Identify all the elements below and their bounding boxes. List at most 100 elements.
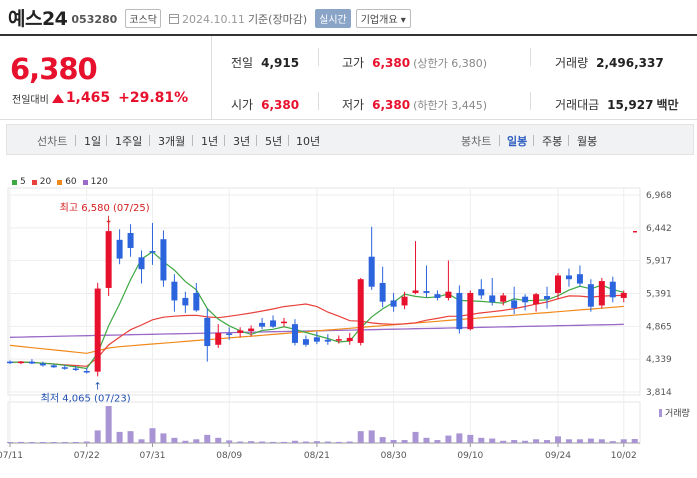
realtime-button[interactable]: 실시간 bbox=[315, 9, 351, 28]
open-stat: 시가 6,380 bbox=[231, 96, 299, 113]
candle-body bbox=[335, 339, 342, 341]
high-arrow-icon: ↓ bbox=[104, 215, 112, 226]
legend-ma60[interactable]: 60 bbox=[57, 177, 77, 187]
monthly-candle-button[interactable]: 월봉 bbox=[577, 135, 598, 148]
volume-bar bbox=[576, 439, 583, 443]
open-label: 시가 bbox=[231, 98, 254, 112]
volume-bar bbox=[445, 435, 452, 443]
upper-limit: (상한가 6,380) bbox=[413, 57, 487, 70]
volume-bar bbox=[138, 439, 145, 443]
change-label: 전일대비 bbox=[12, 94, 49, 106]
volume-bar bbox=[259, 441, 266, 443]
candle-body bbox=[226, 333, 233, 336]
candle-body bbox=[149, 251, 156, 253]
low-value: 6,380 bbox=[372, 98, 411, 112]
y-tick-label: 4,339 bbox=[646, 355, 672, 365]
period-5y-button[interactable]: 5년 bbox=[265, 135, 283, 148]
daily-candle-button[interactable]: 일봉 bbox=[507, 135, 528, 148]
toolbar-divider bbox=[568, 135, 569, 146]
volume-bar bbox=[116, 431, 123, 443]
x-tick-label: 08/30 bbox=[381, 451, 407, 461]
panel-divider bbox=[211, 36, 212, 120]
candle-body bbox=[39, 363, 46, 366]
candle-body bbox=[478, 289, 485, 296]
open-value: 6,380 bbox=[261, 98, 300, 112]
period-1y-button[interactable]: 1년 bbox=[201, 135, 219, 148]
period-1w-button[interactable]: 1주일 bbox=[115, 135, 143, 148]
toolbar-divider bbox=[75, 135, 76, 146]
candle-body bbox=[61, 367, 68, 369]
volume-bar bbox=[522, 440, 529, 443]
period-3m-button[interactable]: 3개월 bbox=[158, 135, 186, 148]
legend-ma5[interactable]: 5 bbox=[12, 177, 26, 187]
volume-bar bbox=[171, 437, 178, 443]
volume-bar bbox=[390, 440, 397, 443]
legend-ma20-label: 20 bbox=[39, 177, 52, 187]
period-3y-button[interactable]: 3년 bbox=[233, 135, 251, 148]
low-annotation: 최저 4,065 (07/23) bbox=[41, 392, 131, 404]
candle-body bbox=[160, 239, 167, 281]
volume-bar bbox=[105, 406, 112, 443]
ma60-line bbox=[9, 305, 624, 354]
candle-body bbox=[511, 300, 518, 308]
candle-body bbox=[467, 292, 474, 330]
period-10y-button[interactable]: 10년 bbox=[296, 135, 321, 148]
volume-bar bbox=[204, 434, 211, 443]
candle-body bbox=[83, 371, 90, 373]
legend-ma120[interactable]: 120 bbox=[82, 177, 108, 187]
volume-bar bbox=[94, 430, 101, 443]
stat-divider bbox=[530, 48, 531, 66]
company-info-dropdown[interactable]: 기업개요 ▾ bbox=[355, 9, 411, 28]
volume-bar bbox=[423, 437, 430, 443]
volume-bar bbox=[313, 441, 320, 443]
candle-body bbox=[423, 291, 430, 293]
price-panel-frame bbox=[7, 187, 641, 396]
candle-body bbox=[390, 300, 397, 307]
y-tick-label: 6,968 bbox=[646, 191, 672, 201]
candle-body bbox=[204, 317, 211, 347]
volume-bar bbox=[587, 438, 594, 443]
x-tick-label: 09/24 bbox=[545, 451, 571, 461]
candle-body bbox=[412, 290, 419, 293]
high-value: 6,380 bbox=[372, 56, 411, 70]
toolbar-divider bbox=[288, 135, 289, 146]
candle-body bbox=[28, 361, 35, 364]
high-annotation: 최고 6,580 (07/25) bbox=[60, 202, 150, 214]
candle-body bbox=[620, 292, 627, 298]
amount-stat: 거래대금 15,927 백만 bbox=[555, 96, 679, 113]
stat-divider bbox=[318, 92, 319, 110]
volume-bar bbox=[127, 431, 134, 443]
period-1d-button[interactable]: 1일 bbox=[84, 135, 102, 148]
candle-body bbox=[116, 239, 123, 259]
price-panel: 6,380 전일대비 1,465 +29.81% 전일 4,915 고가 6,3… bbox=[0, 36, 697, 120]
candle-body bbox=[587, 284, 594, 307]
candle-body bbox=[555, 275, 561, 293]
toolbar-divider bbox=[256, 135, 257, 146]
y-tick-label: 4,865 bbox=[646, 322, 672, 332]
stock-code: 053280 bbox=[71, 12, 118, 26]
weekly-candle-button[interactable]: 주봉 bbox=[542, 135, 563, 148]
volume-bar bbox=[379, 437, 386, 443]
up-arrow-icon bbox=[51, 93, 64, 103]
x-tick-label: 07/11 bbox=[0, 451, 23, 461]
volume-bar bbox=[39, 442, 46, 443]
ma20-swatch bbox=[31, 179, 37, 185]
change-percent: +29.81% bbox=[118, 90, 189, 106]
chart-legend: 5 20 60 120 bbox=[12, 177, 114, 187]
toolbar-divider bbox=[192, 135, 193, 146]
volume-bar bbox=[72, 442, 79, 443]
volume-bar bbox=[291, 440, 298, 443]
candle-body bbox=[72, 368, 79, 371]
low-label: 저가 bbox=[342, 98, 365, 112]
candle-body bbox=[215, 332, 222, 345]
candle-body bbox=[598, 281, 605, 306]
volume-bar bbox=[511, 440, 518, 443]
legend-ma20[interactable]: 20 bbox=[31, 177, 52, 187]
x-tick-label: 09/10 bbox=[457, 451, 483, 461]
price-chart[interactable]: 6,968 6,442 5,917 5,391 4,865 4,339 3,814 07/11… bbox=[0, 183, 697, 478]
volume-bar bbox=[160, 433, 167, 443]
volume-bar bbox=[565, 439, 572, 443]
volume-bar bbox=[193, 439, 200, 443]
volume-bar bbox=[631, 439, 638, 443]
quote-basis: 기준(장마감) bbox=[247, 13, 308, 26]
